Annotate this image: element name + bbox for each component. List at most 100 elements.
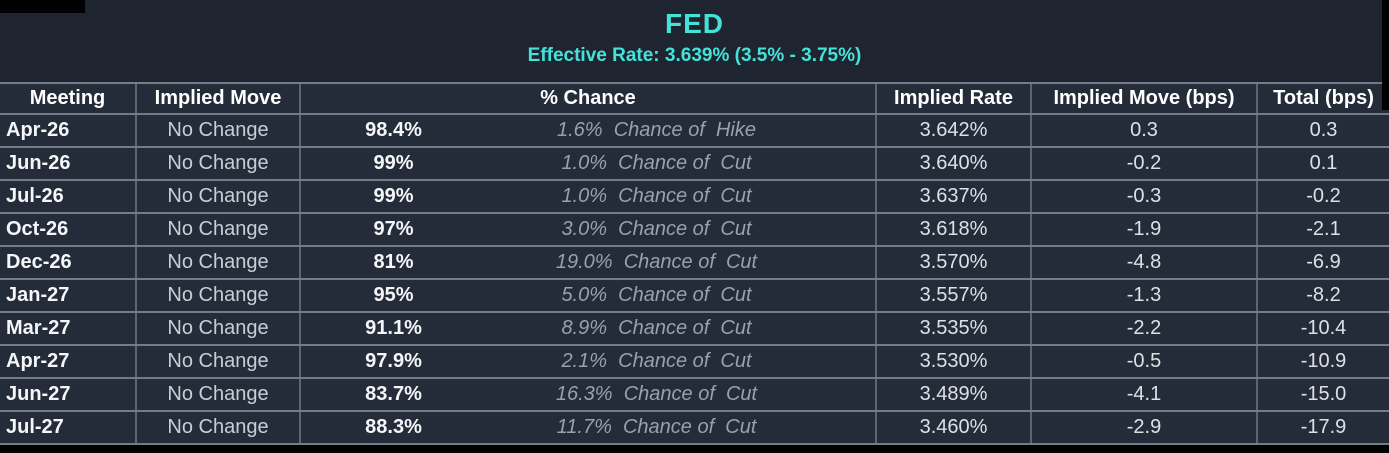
implied-move-cell: No Change — [137, 181, 301, 212]
total-bps-cell: -6.9 — [1306, 251, 1341, 273]
total-bps-cell: -2.1 — [1306, 218, 1341, 240]
implied-rate-cell: 3.570% — [877, 247, 1032, 278]
top-left-black-artifact — [0, 0, 85, 13]
total-bps-cell: 0.1 — [1309, 152, 1338, 174]
meeting-cell: Jul-26 — [0, 181, 137, 212]
pct-chance-cell: 99% 1.0% Chance of Cut — [301, 181, 877, 212]
chance-note: 19.0% Chance of Cut — [555, 251, 758, 273]
chance-value: 88.3% — [365, 416, 422, 438]
meeting-cell: Apr-27 — [0, 346, 137, 377]
page-title: FED — [665, 8, 724, 39]
chance-value: 81% — [373, 251, 414, 273]
chance-value: 99% — [373, 185, 414, 207]
implied-move-bps-cell: -1.9 — [1032, 214, 1258, 245]
chance-note: 11.7% Chance of Cut — [556, 416, 757, 438]
total-bps-cell: -10.9 — [1300, 350, 1347, 372]
title-area: FED Effective Rate: 3.639% (3.5% - 3.75%… — [0, 0, 1389, 82]
meeting-cell: Mar-27 — [0, 313, 137, 344]
table-row: Jun-27 No Change 83.7% 16.3% Chance of C… — [0, 379, 1389, 412]
implied-move-cell: No Change — [137, 214, 301, 245]
total-bps-cell: -0.2 — [1306, 185, 1341, 207]
implied-rate-cell: 3.637% — [877, 181, 1032, 212]
pct-chance-cell: 97.9% 2.1% Chance of Cut — [301, 346, 877, 377]
implied-move-bps-cell: 0.3 — [1032, 115, 1258, 146]
pct-chance-cell: 81% 19.0% Chance of Cut — [301, 247, 877, 278]
table-row: Oct-26 No Change 97% 3.0% Chance of Cut … — [0, 214, 1389, 247]
implied-move-bps-cell: -4.1 — [1032, 379, 1258, 410]
implied-move-cell: No Change — [137, 379, 301, 410]
header-meeting: Meeting — [0, 84, 137, 113]
pct-chance-cell: 98.4% 1.6% Chance of Hike — [301, 115, 877, 146]
header-total-bps: Total (bps) — [1273, 87, 1374, 109]
table-row: Jul-27 No Change 88.3% 11.7% Chance of C… — [0, 412, 1389, 445]
total-bps-cell: -17.9 — [1300, 416, 1347, 438]
chance-note: 3.0% Chance of Cut — [561, 218, 752, 240]
chance-note: 1.0% Chance of Cut — [561, 185, 752, 207]
chance-value: 91.1% — [365, 317, 422, 339]
implied-move-cell: No Change — [137, 346, 301, 377]
effective-rate-subtitle: Effective Rate: 3.639% (3.5% - 3.75%) — [527, 45, 862, 66]
implied-move-cell: No Change — [137, 280, 301, 311]
table-row: Jan-27 No Change 95% 5.0% Chance of Cut … — [0, 280, 1389, 313]
implied-rate-cell: 3.460% — [877, 412, 1032, 443]
implied-move-cell: No Change — [137, 412, 301, 443]
header-implied-move-bps: Implied Move (bps) — [1032, 84, 1258, 113]
table-row: Jul-26 No Change 99% 1.0% Chance of Cut … — [0, 181, 1389, 214]
total-bps-cell: 0.3 — [1309, 119, 1338, 141]
meeting-cell: Dec-26 — [0, 247, 137, 278]
chance-note: 2.1% Chance of Cut — [561, 350, 752, 372]
table-row: Dec-26 No Change 81% 19.0% Chance of Cut… — [0, 247, 1389, 280]
meeting-cell: Apr-26 — [0, 115, 137, 146]
implied-rate-cell: 3.489% — [877, 379, 1032, 410]
chance-note: 16.3% Chance of Cut — [555, 383, 758, 405]
meeting-cell: Jun-26 — [0, 148, 137, 179]
implied-move-bps-cell: -1.3 — [1032, 280, 1258, 311]
implied-rate-cell: 3.618% — [877, 214, 1032, 245]
meeting-cell: Jan-27 — [0, 280, 137, 311]
chance-value: 98.4% — [365, 119, 422, 141]
table-row: Mar-27 No Change 91.1% 8.9% Chance of Cu… — [0, 313, 1389, 346]
meeting-cell: Oct-26 — [0, 214, 137, 245]
implied-move-bps-cell: -2.9 — [1032, 412, 1258, 443]
meeting-cell: Jun-27 — [0, 379, 137, 410]
fed-meetings-table: Meeting Implied Move % Chance Implied Ra… — [0, 82, 1389, 445]
table-header-row: Meeting Implied Move % Chance Implied Ra… — [0, 82, 1389, 115]
header-implied-rate: Implied Rate — [877, 84, 1032, 113]
chance-note: 5.0% Chance of Cut — [561, 284, 752, 306]
top-right-black-artifact — [1382, 0, 1389, 110]
header-pct-chance: % Chance — [301, 84, 877, 113]
pct-chance-cell: 88.3% 11.7% Chance of Cut — [301, 412, 877, 443]
implied-move-bps-cell: -0.2 — [1032, 148, 1258, 179]
chance-value: 95% — [373, 284, 414, 306]
implied-rate-cell: 3.642% — [877, 115, 1032, 146]
chance-note: 1.0% Chance of Cut — [561, 152, 752, 174]
total-bps-cell: -8.2 — [1306, 284, 1341, 306]
table-row: Jun-26 No Change 99% 1.0% Chance of Cut … — [0, 148, 1389, 181]
pct-chance-cell: 83.7% 16.3% Chance of Cut — [301, 379, 877, 410]
meeting-cell: Jul-27 — [0, 412, 137, 443]
implied-move-cell: No Change — [137, 247, 301, 278]
chance-value: 83.7% — [365, 383, 422, 405]
chance-note: 8.9% Chance of Cut — [561, 317, 752, 339]
implied-move-cell: No Change — [137, 313, 301, 344]
table-row: Apr-27 No Change 97.9% 2.1% Chance of Cu… — [0, 346, 1389, 379]
table-row: Apr-26 No Change 98.4% 1.6% Chance of Hi… — [0, 115, 1389, 148]
chance-value: 99% — [373, 152, 414, 174]
table-body: Apr-26 No Change 98.4% 1.6% Chance of Hi… — [0, 115, 1389, 445]
chance-value: 97.9% — [365, 350, 422, 372]
implied-move-bps-cell: -2.2 — [1032, 313, 1258, 344]
implied-move-bps-cell: -0.3 — [1032, 181, 1258, 212]
total-bps-cell: -10.4 — [1300, 317, 1347, 339]
pct-chance-cell: 91.1% 8.9% Chance of Cut — [301, 313, 877, 344]
implied-move-bps-cell: -0.5 — [1032, 346, 1258, 377]
chance-note: 1.6% Chance of Hike — [557, 119, 756, 141]
chance-value: 97% — [373, 218, 414, 240]
header-implied-move: Implied Move — [137, 84, 301, 113]
implied-rate-cell: 3.530% — [877, 346, 1032, 377]
pct-chance-cell: 97% 3.0% Chance of Cut — [301, 214, 877, 245]
total-bps-cell: -15.0 — [1300, 383, 1347, 405]
implied-move-cell: No Change — [137, 148, 301, 179]
implied-rate-cell: 3.535% — [877, 313, 1032, 344]
implied-rate-cell: 3.640% — [877, 148, 1032, 179]
